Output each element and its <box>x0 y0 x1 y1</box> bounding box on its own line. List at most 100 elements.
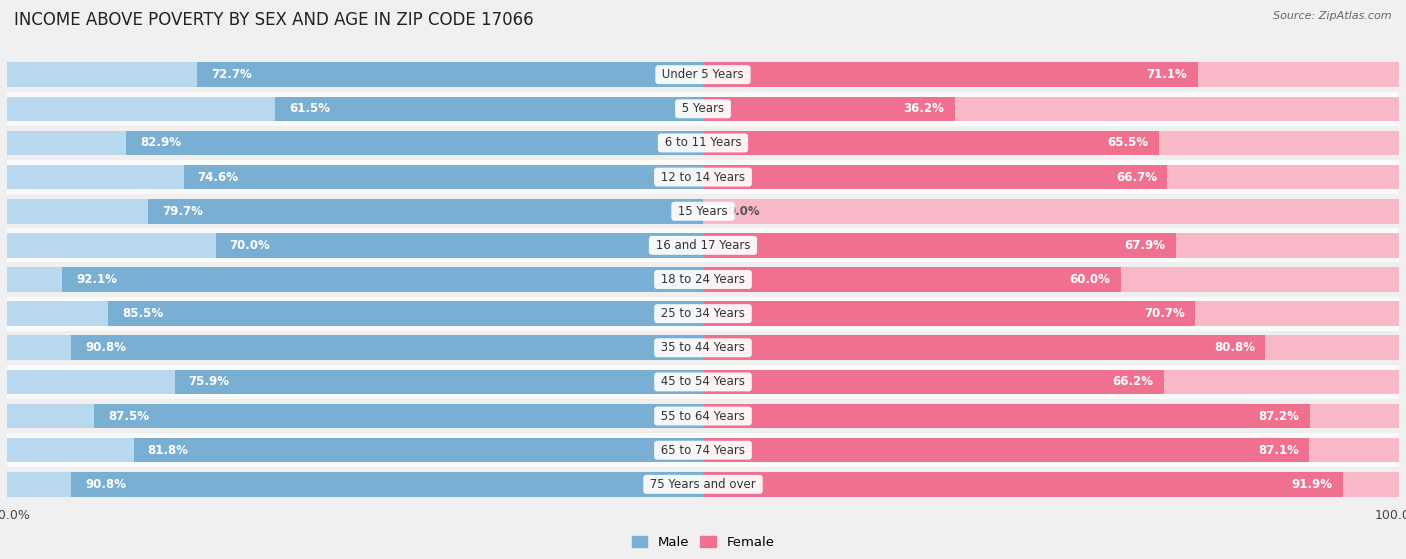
Text: 36.2%: 36.2% <box>904 102 945 115</box>
Bar <box>703 131 1159 155</box>
Bar <box>134 438 703 462</box>
Bar <box>703 199 1399 224</box>
Text: 45 to 54 Years: 45 to 54 Years <box>657 376 749 389</box>
Bar <box>7 228 1399 262</box>
Text: 85.5%: 85.5% <box>122 307 163 320</box>
Text: 67.9%: 67.9% <box>1125 239 1166 252</box>
Bar <box>703 438 1309 462</box>
Bar <box>7 92 1399 126</box>
Bar <box>703 369 1164 394</box>
Text: 87.2%: 87.2% <box>1258 410 1299 423</box>
Text: 90.8%: 90.8% <box>84 478 127 491</box>
Bar <box>7 365 1399 399</box>
Text: 65.5%: 65.5% <box>1108 136 1149 149</box>
Bar <box>703 301 1399 326</box>
Bar <box>7 301 703 326</box>
Bar <box>7 297 1399 331</box>
Text: 12 to 14 Years: 12 to 14 Years <box>657 170 749 183</box>
Bar <box>703 472 1343 496</box>
Bar <box>703 63 1198 87</box>
Bar <box>174 369 703 394</box>
Bar <box>7 160 1399 194</box>
Bar <box>703 97 1399 121</box>
Text: 60.0%: 60.0% <box>1070 273 1111 286</box>
Bar <box>703 267 1399 292</box>
Bar <box>7 131 703 155</box>
Bar <box>703 131 1399 155</box>
Bar <box>94 404 703 428</box>
Text: 80.8%: 80.8% <box>1213 342 1256 354</box>
Bar <box>7 404 703 428</box>
Bar <box>7 267 703 292</box>
Bar <box>7 126 1399 160</box>
Text: 16 and 17 Years: 16 and 17 Years <box>652 239 754 252</box>
Text: 91.9%: 91.9% <box>1291 478 1331 491</box>
Text: 79.7%: 79.7% <box>162 205 202 217</box>
Bar <box>703 97 955 121</box>
Bar <box>7 58 1399 92</box>
Bar <box>7 399 1399 433</box>
Bar <box>703 63 1399 87</box>
Text: 25 to 34 Years: 25 to 34 Years <box>657 307 749 320</box>
Bar <box>7 331 1399 365</box>
Text: 65 to 74 Years: 65 to 74 Years <box>657 444 749 457</box>
Bar <box>703 233 1175 258</box>
Text: 35 to 44 Years: 35 to 44 Years <box>657 342 749 354</box>
Text: 61.5%: 61.5% <box>288 102 330 115</box>
Bar <box>7 438 703 462</box>
Bar <box>197 63 703 87</box>
Text: 75.9%: 75.9% <box>188 376 229 389</box>
Bar <box>7 194 1399 228</box>
Bar <box>7 335 703 360</box>
Text: 70.0%: 70.0% <box>229 239 270 252</box>
Bar <box>7 369 703 394</box>
Bar <box>703 301 1195 326</box>
Bar <box>184 165 703 190</box>
Bar <box>7 262 1399 297</box>
Bar <box>703 472 1399 496</box>
Bar <box>7 433 1399 467</box>
Text: Source: ZipAtlas.com: Source: ZipAtlas.com <box>1274 11 1392 21</box>
Text: 82.9%: 82.9% <box>141 136 181 149</box>
Bar <box>703 267 1121 292</box>
Text: 18 to 24 Years: 18 to 24 Years <box>657 273 749 286</box>
Text: 71.1%: 71.1% <box>1147 68 1188 81</box>
Bar <box>276 97 703 121</box>
Text: 72.7%: 72.7% <box>211 68 252 81</box>
Bar <box>703 233 1399 258</box>
Text: 55 to 64 Years: 55 to 64 Years <box>657 410 749 423</box>
Text: 6 to 11 Years: 6 to 11 Years <box>661 136 745 149</box>
Text: 87.5%: 87.5% <box>108 410 149 423</box>
Text: 74.6%: 74.6% <box>198 170 239 183</box>
Text: 92.1%: 92.1% <box>76 273 117 286</box>
Text: 66.2%: 66.2% <box>1112 376 1153 389</box>
Bar <box>703 369 1399 394</box>
Text: 0.0%: 0.0% <box>727 205 761 217</box>
Text: 75 Years and over: 75 Years and over <box>647 478 759 491</box>
Bar <box>7 467 1399 501</box>
Bar <box>7 199 703 224</box>
Bar <box>72 335 703 360</box>
Text: 70.7%: 70.7% <box>1144 307 1185 320</box>
Text: 5 Years: 5 Years <box>678 102 728 115</box>
Text: 66.7%: 66.7% <box>1116 170 1157 183</box>
Text: 81.8%: 81.8% <box>148 444 188 457</box>
Bar <box>7 63 703 87</box>
Bar <box>703 335 1265 360</box>
Bar <box>62 267 703 292</box>
Bar <box>7 472 703 496</box>
Text: 15 Years: 15 Years <box>675 205 731 217</box>
Bar <box>217 233 703 258</box>
Text: 90.8%: 90.8% <box>84 342 127 354</box>
Bar <box>7 97 703 121</box>
Bar <box>127 131 703 155</box>
Bar <box>7 233 703 258</box>
Bar <box>703 335 1399 360</box>
Bar <box>703 404 1399 428</box>
Text: Under 5 Years: Under 5 Years <box>658 68 748 81</box>
Bar <box>7 165 703 190</box>
Legend: Male, Female: Male, Female <box>626 531 780 555</box>
Bar <box>703 404 1310 428</box>
Bar <box>703 165 1399 190</box>
Bar <box>108 301 703 326</box>
